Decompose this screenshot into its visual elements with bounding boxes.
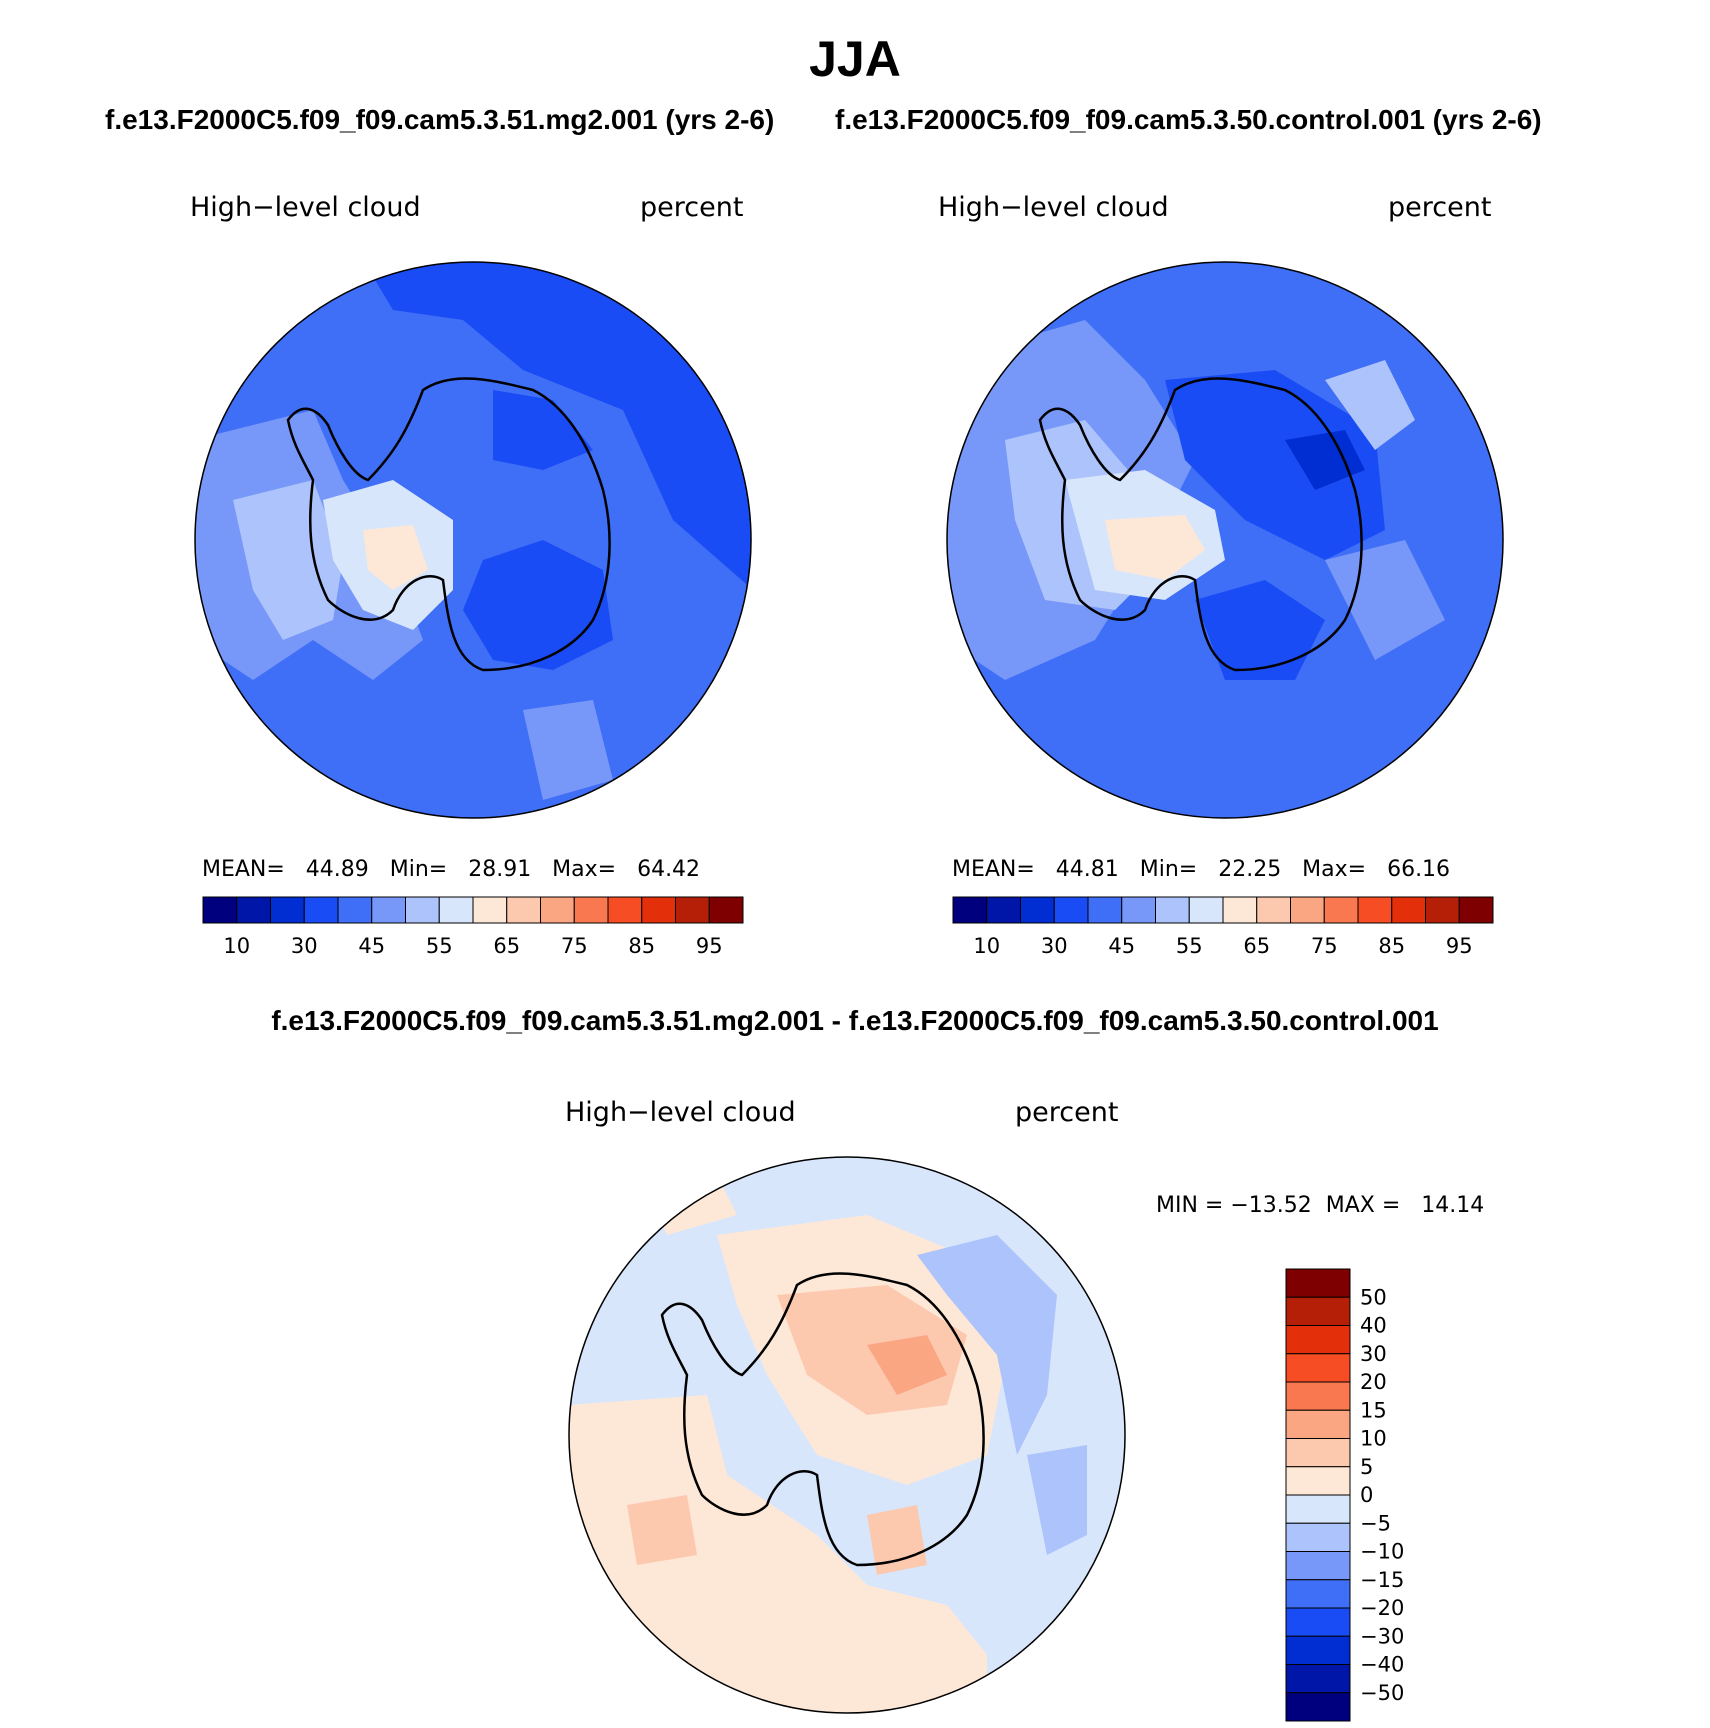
colorbar-box <box>1285 1551 1351 1581</box>
colorbar-box <box>1285 1664 1351 1694</box>
colorbar-box <box>1285 1635 1351 1665</box>
panel2-units-label: percent <box>1388 192 1492 223</box>
colorbar-panel-1: 10 30 45 55 65 75 85 95 <box>202 896 744 958</box>
colorbar-tick-label: −5 <box>1360 1511 1391 1535</box>
colorbar-box <box>1285 1353 1351 1383</box>
colorbar-box <box>675 896 710 924</box>
colorbar-tick-label: −40 <box>1360 1653 1404 1677</box>
colorbar-box <box>1285 1296 1351 1326</box>
colorbar-box <box>1188 896 1224 924</box>
colorbar-box <box>236 896 271 924</box>
colorbar-box <box>506 896 541 924</box>
colorbar-box <box>1155 896 1190 924</box>
colorbar-tick-label: −15 <box>1360 1568 1404 1592</box>
colorbar-box <box>952 896 988 924</box>
panel3-stats: MIN = −13.52 MAX = 14.14 <box>1156 1193 1485 1218</box>
colorbar-tick-label: 10 <box>1360 1427 1387 1451</box>
colorbar-box <box>1121 896 1156 924</box>
panel1-units-label: percent <box>640 192 744 223</box>
panel1-variable-label: High−level cloud <box>190 192 421 223</box>
colorbar-box <box>1087 896 1123 924</box>
colorbar-tick-label: 15 <box>1360 1398 1387 1422</box>
difference-title: f.e13.F2000C5.f09_f09.cam5.3.51.mg2.001 … <box>271 1005 1439 1036</box>
colorbar-tick-label: 30 <box>291 934 318 958</box>
colorbar-tick-label: −10 <box>1360 1540 1404 1564</box>
colorbar-tick-label: 40 <box>1360 1314 1387 1338</box>
colorbar-box <box>1285 1494 1351 1524</box>
case-title-left: f.e13.F2000C5.f09_f09.cam5.3.51.mg2.001 … <box>105 104 775 135</box>
colorbar-box <box>1458 896 1494 924</box>
colorbar-box <box>641 896 676 924</box>
colorbar-tick-label: 95 <box>1446 934 1473 958</box>
colorbar-box <box>1285 1607 1351 1637</box>
panel2-variable-label: High−level cloud <box>938 192 1169 223</box>
colorbar-tick-label: 75 <box>561 934 588 958</box>
colorbar-box <box>371 896 406 924</box>
colorbar-box <box>1285 1409 1351 1439</box>
colorbar-box <box>1053 896 1089 924</box>
colorbar-box <box>708 896 744 924</box>
panel2-stats: MEAN= 44.81 Min= 22.25 Max= 66.16 <box>952 857 1451 882</box>
colorbar-box <box>202 896 238 924</box>
map-panel-2 <box>946 261 1504 819</box>
colorbar-tick-label: 65 <box>1243 934 1270 958</box>
colorbar-box <box>1285 1579 1351 1609</box>
colorbar-tick-label: 5 <box>1360 1455 1373 1479</box>
colorbar-box <box>986 896 1021 924</box>
colorbar-tick-label: 95 <box>696 934 723 958</box>
colorbar-tick-label: 50 <box>1360 1285 1387 1309</box>
colorbar-tick-label: 20 <box>1360 1370 1387 1394</box>
colorbar-box <box>1256 896 1291 924</box>
colorbar-tick-label: 0 <box>1360 1483 1373 1507</box>
colorbar-box <box>1285 1522 1351 1552</box>
panel3-units-label: percent <box>1015 1097 1119 1128</box>
panel3-variable-label: High−level cloud <box>565 1097 796 1128</box>
colorbar-box <box>1285 1692 1351 1722</box>
colorbar-box <box>270 896 305 924</box>
colorbar-box <box>1391 896 1426 924</box>
colorbar-tick-label: 85 <box>1378 934 1405 958</box>
colorbar-box <box>405 896 440 924</box>
panel1-stats: MEAN= 44.89 Min= 28.91 Max= 64.42 <box>202 857 701 882</box>
colorbar-box <box>438 896 474 924</box>
map-panel-1 <box>194 261 752 819</box>
colorbar-box <box>303 896 339 924</box>
colorbar-box <box>540 896 575 924</box>
colorbar-box <box>1285 1438 1351 1468</box>
colorbar-box <box>1020 896 1055 924</box>
map-panel-3 <box>568 1156 1126 1714</box>
colorbar-box <box>573 896 609 924</box>
colorbar-box <box>1285 1466 1351 1496</box>
colorbar-tick-label: 65 <box>493 934 520 958</box>
colorbar-box <box>1285 1325 1351 1355</box>
colorbar-tick-label: 45 <box>358 934 385 958</box>
colorbar-tick-label: 75 <box>1311 934 1338 958</box>
colorbar-tick-label: 30 <box>1360 1342 1387 1366</box>
colorbar-panel-2: 10 30 45 55 65 75 85 95 <box>952 896 1494 958</box>
colorbar-box <box>337 896 373 924</box>
colorbar-tick-label: −50 <box>1360 1681 1404 1705</box>
colorbar-box <box>1425 896 1460 924</box>
colorbar-tick-label: 10 <box>223 934 250 958</box>
case-title-right: f.e13.F2000C5.f09_f09.cam5.3.50.control.… <box>835 104 1542 135</box>
colorbar-tick-label: 55 <box>426 934 453 958</box>
colorbar-box <box>1357 896 1393 924</box>
colorbar-box <box>607 896 643 924</box>
colorbar-tick-label: −30 <box>1360 1624 1404 1648</box>
colorbar-box <box>1285 1268 1351 1298</box>
colorbar-tick-label: 45 <box>1108 934 1135 958</box>
colorbar-box <box>472 896 508 924</box>
colorbar-tick-label: 10 <box>973 934 1000 958</box>
colorbar-tick-label: 55 <box>1176 934 1203 958</box>
colorbar-box <box>1290 896 1325 924</box>
colorbar-tick-label: 85 <box>628 934 655 958</box>
colorbar-box <box>1323 896 1359 924</box>
colorbar-box <box>1285 1381 1351 1411</box>
figure-title: JJA <box>809 31 901 87</box>
colorbar-tick-label: 30 <box>1041 934 1068 958</box>
colorbar-tick-label: −20 <box>1360 1596 1404 1620</box>
colorbar-box <box>1222 896 1258 924</box>
